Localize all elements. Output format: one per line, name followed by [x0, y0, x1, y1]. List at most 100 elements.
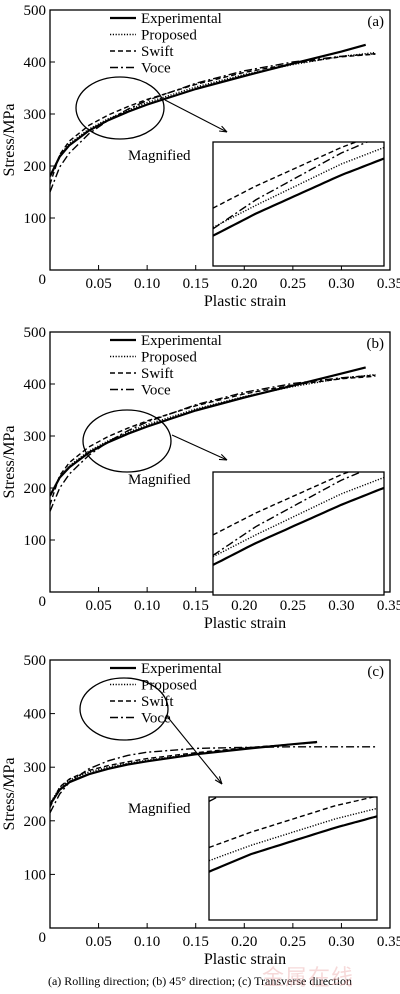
y-axis-label: Stress/MPa [1, 426, 18, 499]
series-line-voce [50, 374, 376, 512]
series-line-voce [50, 746, 376, 814]
series-line-proposed [50, 373, 376, 497]
x-tick-label: 0.35 [377, 276, 400, 292]
x-tick-label: 0.25 [280, 934, 306, 950]
arrow-head [218, 454, 228, 461]
plot-frame [49, 9, 391, 271]
arrow-head [214, 776, 223, 785]
zoom-inset [208, 796, 378, 921]
magnifier-arrow [165, 714, 223, 785]
y-tick-label: 500 [24, 325, 47, 341]
legend-label: Swift [141, 694, 174, 710]
x-tick-label: 0 [39, 930, 47, 946]
panel-label: (a) [367, 14, 384, 30]
legend-label: Voce [141, 383, 171, 399]
magnified-annotation: Magnified [128, 801, 191, 817]
magnifier-arrow [164, 99, 228, 133]
magnifier-ellipse [75, 76, 165, 140]
x-tick-label: 0.05 [85, 934, 111, 950]
x-tick-label: 0.15 [183, 276, 209, 292]
zoom-series-experimental [213, 157, 384, 237]
zoom-series-voce [213, 472, 363, 556]
zoom-series-swift [213, 472, 351, 536]
figure-caption: (a) Rolling direction; (b) 45° direction… [47, 974, 353, 988]
plot-frame [49, 659, 391, 929]
legend-label: Swift [141, 366, 174, 382]
zoom-series-swift [209, 797, 377, 849]
arrow-head [219, 125, 228, 133]
y-axis-label: Stress/MPa [1, 758, 18, 831]
legend-label: Proposed [141, 28, 197, 44]
x-tick-label: 0.05 [85, 276, 111, 292]
y-tick-label: 200 [24, 814, 47, 830]
x-tick-label: 0.05 [85, 598, 111, 614]
y-tick-label: 100 [24, 867, 47, 883]
series-line-swift [50, 375, 376, 505]
x-axis-label: Plastic strain [204, 615, 286, 632]
zoom-series-voce [213, 142, 369, 230]
y-tick-label: 400 [24, 377, 47, 393]
legend-label: Experimental [141, 333, 222, 349]
y-axis-label: Stress/MPa [1, 104, 18, 177]
chart-panel-1: 100 200 300 400 500 0 0.05 0.10 0.15 0.20 0.25 0.30… [1, 3, 400, 310]
panel-label: (b) [367, 336, 385, 352]
x-tick-label: 0.35 [377, 598, 400, 614]
magnifier-ellipse [79, 677, 169, 741]
zoom-series-experimental [213, 486, 384, 566]
x-tick-label: 0.10 [134, 934, 160, 950]
zoom-inset [212, 471, 385, 596]
magnifier-ellipse [82, 409, 172, 473]
x-axis-label: Plastic strain [204, 951, 286, 968]
magnified-annotation: Magnified [128, 148, 191, 164]
x-tick-label: 0 [39, 594, 47, 610]
legend-label: Experimental [141, 661, 222, 677]
x-tick-label: 0.10 [134, 276, 160, 292]
x-tick-label: 0.30 [328, 598, 354, 614]
y-tick-label: 300 [24, 429, 47, 445]
zoom-series-experimental [209, 815, 377, 873]
x-axis-label: Plastic strain [204, 293, 286, 310]
panel-label: (c) [367, 664, 384, 680]
zoom-series-voce [209, 797, 219, 803]
x-tick-label: 0.35 [377, 934, 400, 950]
zoom-series-proposed [213, 146, 384, 229]
zoom-series-proposed [213, 476, 384, 558]
magnified-annotation: Magnified [128, 472, 191, 488]
x-tick-label: 0.25 [280, 598, 306, 614]
x-tick-label: 0.15 [183, 598, 209, 614]
zoom-inset [212, 141, 385, 267]
y-tick-label: 400 [24, 707, 47, 723]
series-line-experimental [50, 740, 318, 806]
watermark: 金属在线 [262, 966, 355, 991]
legend-label: Swift [141, 44, 174, 60]
series-line-experimental [50, 43, 366, 177]
y-tick-label: 300 [24, 760, 47, 776]
y-tick-label: 500 [24, 653, 47, 669]
x-tick-label: 0.20 [231, 276, 257, 292]
chart-panel-2: 100 200 300 400 500 0 0.05 0.10 0.15 0.20 0.25 0.30… [1, 325, 400, 632]
x-tick-label: 0.10 [134, 598, 160, 614]
y-tick-label: 400 [24, 55, 47, 71]
y-tick-label: 100 [24, 211, 47, 227]
legend-label: Voce [141, 61, 171, 77]
x-tick-label: 0.20 [231, 934, 257, 950]
x-tick-label: 0.30 [328, 934, 354, 950]
legend-label: Proposed [141, 350, 197, 366]
legend-label: Proposed [141, 678, 197, 694]
x-tick-label: 0 [39, 272, 47, 288]
series-line-swift [50, 741, 318, 808]
x-tick-label: 0.30 [328, 276, 354, 292]
x-tick-label: 0.15 [183, 934, 209, 950]
y-tick-label: 200 [24, 159, 47, 175]
series-line-proposed [50, 51, 376, 177]
x-tick-label: 0.20 [231, 598, 257, 614]
zoom-series-swift [213, 142, 358, 209]
magnifier-arrow [171, 434, 228, 461]
chart-panel-3: 100 200 300 400 500 0 0.05 0.10 0.15 0.20 0.25 0.30… [1, 653, 400, 968]
y-tick-label: 500 [24, 3, 47, 19]
x-tick-label: 0.25 [280, 276, 306, 292]
y-tick-label: 200 [24, 481, 47, 497]
y-tick-label: 100 [24, 533, 47, 549]
figure-canvas: 100 200 300 400 500 0 0.05 0.10 0.15 0.20 0.25 0.30… [1, 3, 400, 968]
legend-label: Experimental [141, 11, 222, 27]
